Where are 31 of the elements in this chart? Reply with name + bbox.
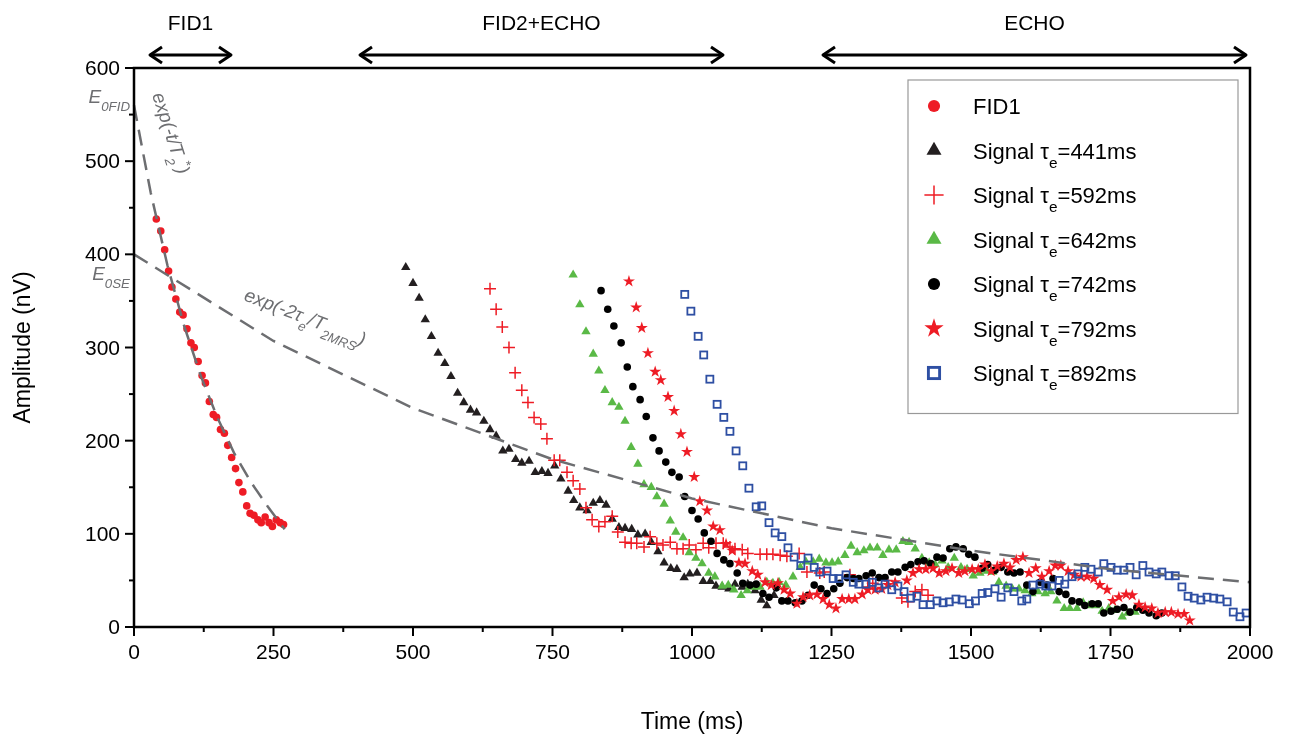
y-tick-label: 200 <box>84 428 120 452</box>
x-tick-label: 750 <box>534 640 571 663</box>
y-tick-label: 300 <box>84 335 120 359</box>
annotation: E$_{0FID}$ <box>88 86 131 114</box>
legend-label: Signal τ$_{e}$=441ms <box>973 138 1137 170</box>
annotation: E$_{0SE}$ <box>92 263 131 291</box>
text: FID1 <box>167 11 214 34</box>
x-tick-label: 2000 <box>1226 640 1274 663</box>
legend-label: FID1 <box>973 94 1021 119</box>
y-tick-label: 500 <box>84 149 120 173</box>
y-tick-label: 400 <box>84 242 120 266</box>
x-tick-label: 1750 <box>1087 640 1134 663</box>
x-tick-label: 0 <box>128 640 140 663</box>
x-tick-label: 1000 <box>668 640 716 663</box>
text: FID2+ECHO <box>482 11 601 34</box>
legend-label: Signal τ$_{e}$=592ms <box>973 183 1137 215</box>
x-tick-label: 1500 <box>947 640 995 663</box>
text: ECHO <box>1004 11 1065 34</box>
y-tick-label: 0 <box>108 615 120 638</box>
x-tick-label: 500 <box>395 640 431 663</box>
y-tick-label: 600 <box>84 56 120 79</box>
legend-label: Signal τ$_{e}$=892ms <box>973 361 1137 393</box>
y-axis-title: Amplitude (nV) <box>9 271 35 424</box>
y-tick-label: 100 <box>84 521 120 545</box>
annotation: exp(-2τ$_{e}$/T$_{2MRS}$) <box>241 284 370 354</box>
x-axis-title: Time (ms) <box>640 708 744 734</box>
legend-label: Signal τ$_{e}$=792ms <box>973 316 1137 348</box>
legend-label: Signal τ$_{e}$=742ms <box>973 272 1137 304</box>
x-tick-label: 1250 <box>808 640 855 663</box>
x-tick-label: 250 <box>255 640 292 663</box>
legend-label: Signal τ$_{e}$=642ms <box>973 227 1137 259</box>
